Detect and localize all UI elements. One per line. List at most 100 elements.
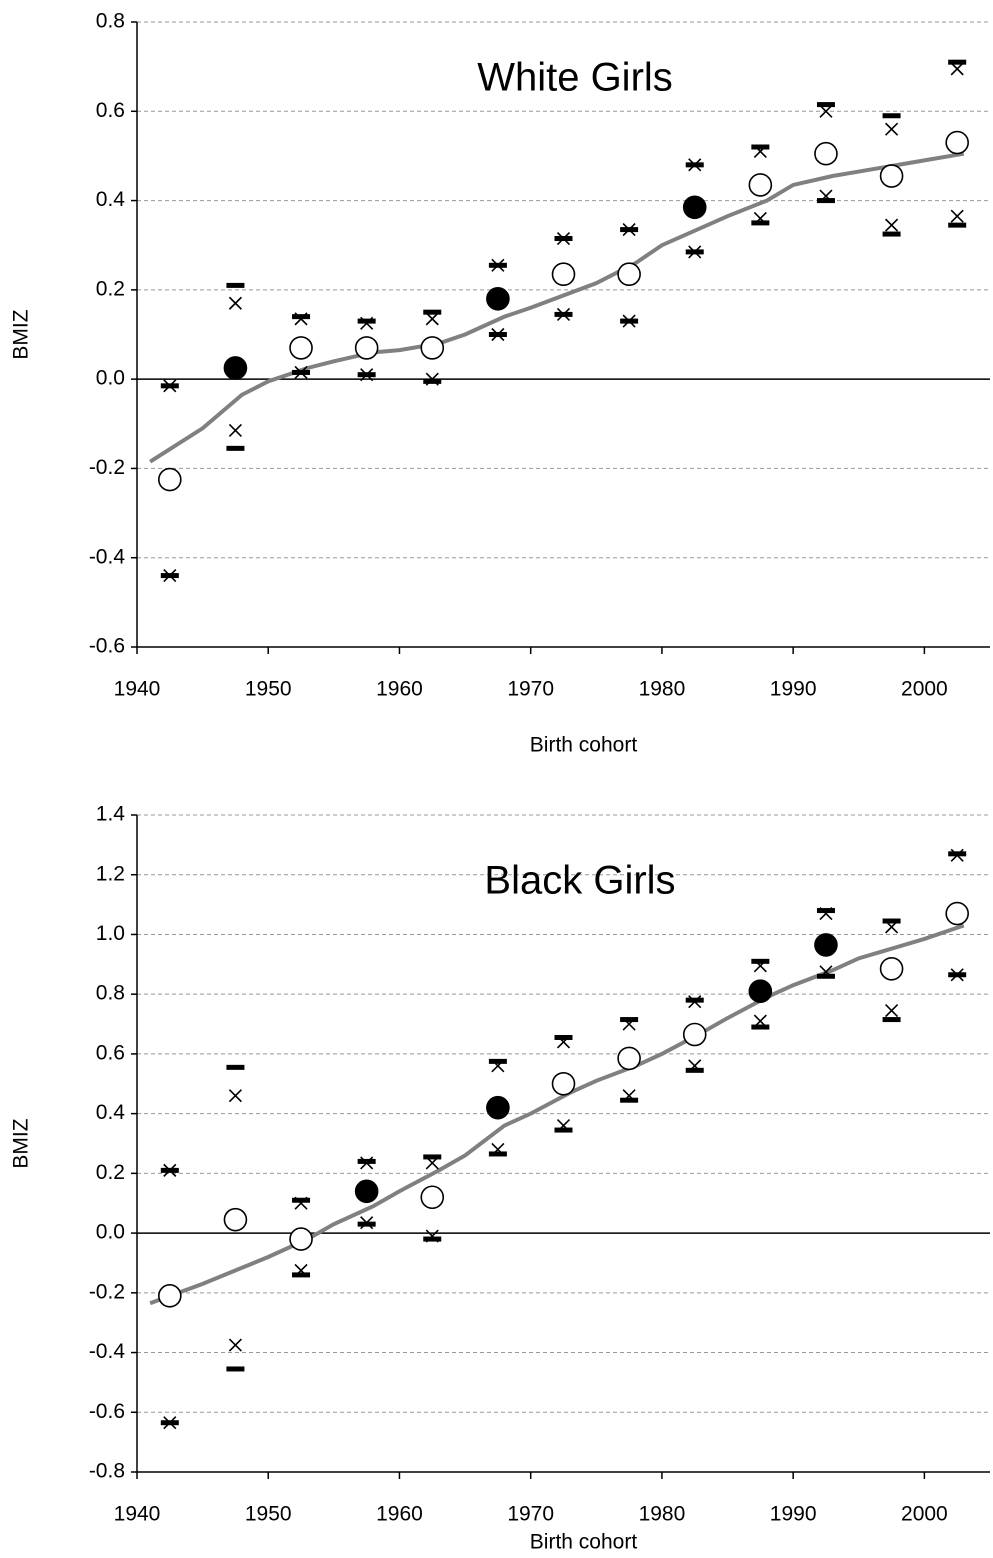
cross-marker	[950, 62, 964, 76]
open-circle	[158, 467, 182, 492]
cross-marker	[163, 379, 177, 393]
bound-dash	[882, 231, 901, 237]
y-tick-label: -0.6	[89, 635, 125, 658]
cross-marker	[753, 959, 767, 973]
y-axis-label: BMIZ	[10, 1118, 33, 1168]
cross-marker	[425, 1229, 439, 1243]
cross-marker	[819, 104, 833, 118]
cross-marker	[885, 122, 899, 136]
cross-marker	[163, 569, 177, 583]
bound-dash	[948, 222, 967, 228]
open-circle	[945, 130, 969, 155]
cross-marker	[163, 1163, 177, 1177]
cross-marker	[950, 968, 964, 982]
chart-title: Black Girls	[484, 859, 675, 903]
y-tick-label: 0.0	[96, 367, 125, 390]
filled-circle	[486, 1095, 510, 1120]
y-tick-label: 0.2	[96, 1161, 125, 1184]
filled-circle	[354, 1179, 379, 1204]
cross-marker	[753, 1014, 767, 1028]
bound-dash	[423, 1154, 442, 1160]
open-circle	[945, 901, 969, 926]
cross-marker	[294, 1263, 308, 1277]
bound-dash	[816, 908, 835, 914]
cross-marker	[819, 965, 833, 979]
cross-marker	[885, 920, 899, 934]
trend-line	[149, 151, 965, 464]
y-tick-label: 0.8	[96, 982, 125, 1005]
cross-marker	[556, 231, 571, 246]
x-axis-label: Birth cohort	[530, 734, 638, 757]
bound-dash	[751, 958, 770, 964]
bound-dash	[751, 1024, 770, 1030]
open-circle	[354, 336, 379, 360]
bound-dash	[816, 973, 835, 979]
bound-dash	[816, 198, 835, 204]
cross-marker	[228, 1089, 242, 1103]
y-tick-label: 0.4	[96, 1101, 126, 1124]
y-tick-label: 0.4	[96, 188, 126, 211]
bound-dash	[882, 113, 901, 119]
bound-dash	[292, 314, 311, 320]
cross-marker	[491, 258, 505, 272]
open-circle	[551, 1071, 576, 1096]
cross-marker	[622, 314, 636, 328]
chart-panel: 0.8 0.6 0.4 0.2 0.0 -0.2 -0.4 -0.6 1940 1950 1960 1…	[10, 10, 990, 757]
x-tick-label: 1940	[114, 1503, 161, 1526]
cross-marker	[425, 312, 439, 326]
open-circle	[223, 1207, 248, 1232]
open-circle	[814, 141, 838, 166]
filled-circle	[486, 286, 510, 311]
bound-dash	[882, 918, 901, 924]
y-tick-label: 0.6	[96, 99, 125, 122]
cross-marker	[556, 1119, 571, 1133]
cross-marker	[360, 1156, 374, 1170]
bound-dash	[357, 1158, 376, 1164]
bound-dash	[423, 309, 442, 315]
bound-dash	[620, 1097, 639, 1103]
cross-marker	[885, 1004, 899, 1018]
y-tick-label: 0.2	[96, 277, 125, 300]
bound-dash	[357, 1221, 376, 1227]
cross-marker	[360, 368, 374, 382]
trend-line	[149, 923, 965, 1306]
cross-marker	[753, 211, 767, 225]
x-tick-label: 1950	[245, 678, 292, 701]
cross-marker	[688, 995, 702, 1009]
x-tick-label: 1970	[507, 1503, 554, 1526]
open-circle	[682, 1022, 707, 1047]
bound-dash	[751, 220, 770, 226]
open-circle	[748, 173, 773, 197]
cross-marker	[163, 1416, 177, 1430]
open-circle	[879, 956, 904, 981]
open-circle	[289, 1227, 313, 1251]
y-tick-label: 0.8	[96, 10, 125, 33]
cross-marker	[491, 327, 505, 342]
cross-marker	[688, 158, 702, 172]
x-axis-label: Birth cohort	[530, 1531, 638, 1554]
cross-marker	[228, 296, 242, 310]
bound-dash	[620, 1017, 639, 1023]
bound-dash	[292, 1272, 311, 1278]
bound-dash	[554, 1127, 573, 1133]
cross-marker	[294, 365, 308, 380]
y-axis-label: BMIZ	[10, 309, 33, 359]
filled-circle	[748, 979, 773, 1003]
cross-marker	[491, 1142, 505, 1157]
open-circle	[158, 1284, 182, 1308]
cross-marker	[228, 423, 242, 438]
cross-marker	[360, 1216, 374, 1230]
cross-marker	[556, 307, 571, 321]
cross-marker	[491, 1059, 505, 1073]
bound-dash	[948, 59, 967, 65]
y-tick-label: 0.0	[96, 1221, 125, 1244]
open-circle	[420, 1185, 445, 1210]
y-tick-label: 1.2	[96, 862, 125, 885]
cross-marker	[294, 1196, 308, 1210]
x-tick-label: 1940	[114, 678, 161, 701]
cross-marker	[360, 316, 374, 330]
cross-marker	[228, 1338, 242, 1352]
open-circle	[551, 262, 576, 287]
open-circle	[420, 336, 445, 360]
